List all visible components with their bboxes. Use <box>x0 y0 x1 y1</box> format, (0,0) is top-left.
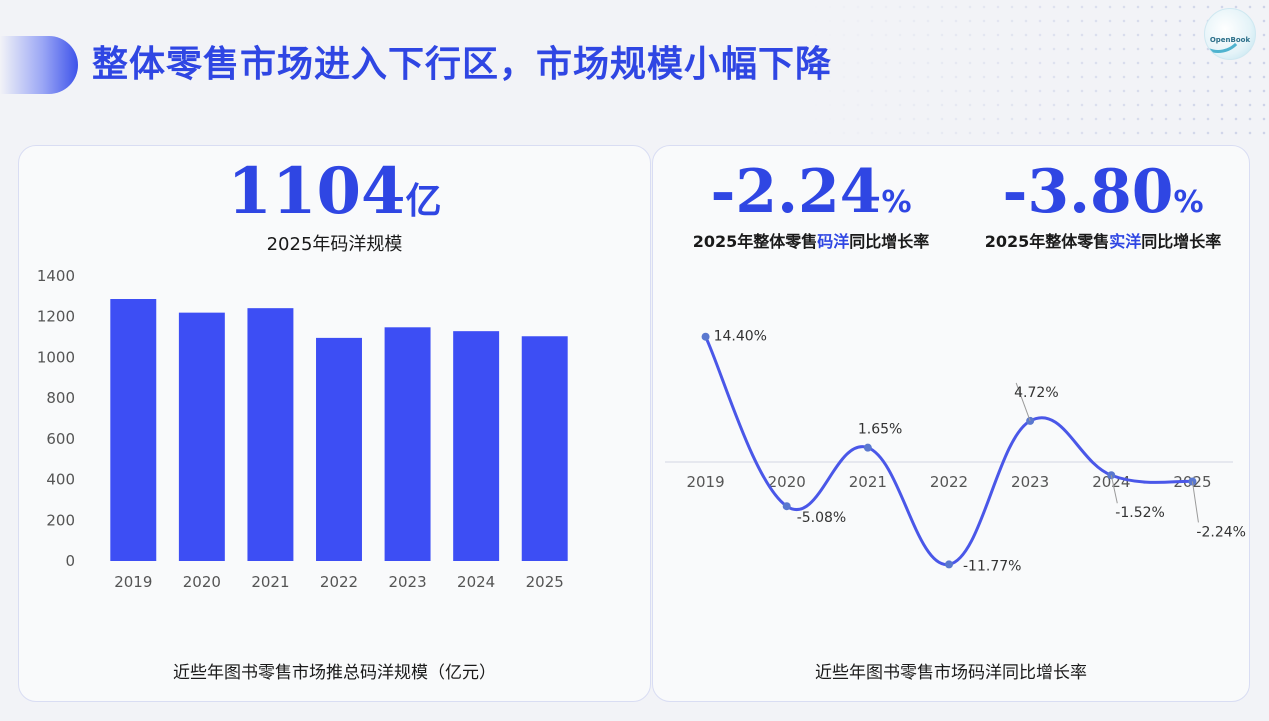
x-tick-label: 2021 <box>251 573 289 591</box>
x-tick-label: 2023 <box>1011 473 1049 491</box>
bar <box>453 331 500 561</box>
kpi-label-highlight: 码洋 <box>817 232 850 251</box>
y-tick-label: 800 <box>46 389 75 407</box>
kpi-value-mayang: -2.24% <box>663 156 959 239</box>
label-leader-line <box>1191 481 1199 523</box>
kpi-label-mayang: 2025年整体零售码洋同比增长率 <box>663 228 959 252</box>
y-tick-label: 1400 <box>37 267 75 285</box>
line-chart-caption: 近些年图书零售市场码洋同比增长率 <box>815 663 1087 683</box>
data-point <box>945 560 953 569</box>
kpi-label-pre: 2025年整体零售 <box>984 232 1110 251</box>
kpi-label-post: 同比增长率 <box>1141 232 1222 251</box>
y-tick-label: 1000 <box>37 348 75 366</box>
label-leader-line <box>1110 475 1118 504</box>
kpi-value: -3.80 <box>1002 157 1174 227</box>
bar <box>110 299 157 561</box>
logo-text: OpenBook <box>1209 36 1251 44</box>
kpi-value-shiyang: -3.80% <box>955 156 1251 239</box>
x-tick-label: 2022 <box>930 473 968 491</box>
label-leader-line <box>1015 382 1031 422</box>
kpi-value: -2.24 <box>710 157 882 227</box>
page-title: 整体零售市场进入下行区，市场规模小幅下降 <box>92 44 833 85</box>
title-accent-bar <box>0 36 78 94</box>
data-label: -11.77% <box>963 558 1021 574</box>
market-size-bar-chart: 0 200 400 600 800 1000 1200 1400 2019 2020 2021 202… <box>37 267 568 591</box>
x-tick-label: 2020 <box>183 573 221 591</box>
data-point <box>701 332 710 341</box>
data-label: 1.65% <box>858 422 902 438</box>
data-label: -2.24% <box>1196 524 1246 540</box>
x-tick-label: 2024 <box>457 573 495 591</box>
total-market-label: 2025年码洋规模 <box>266 234 403 255</box>
growth-rate-card: -2.24% 2025年整体零售码洋同比增长率 -3.80% 2025年整体零售… <box>652 145 1250 702</box>
y-tick-label: 200 <box>46 511 75 529</box>
big-value: 1104 <box>227 154 406 229</box>
data-label: 14.40% <box>714 329 767 345</box>
decorative-dot-pattern <box>809 0 1269 140</box>
bar <box>247 308 294 561</box>
y-tick-label: 1200 <box>37 308 75 326</box>
bar <box>521 336 568 561</box>
x-tick-label: 2021 <box>849 473 887 491</box>
big-unit: 亿 <box>405 181 442 222</box>
market-size-card: 1104亿 2025年码洋规模 0 200 400 600 800 1000 1200 140… <box>18 145 651 702</box>
kpi-label-shiyang: 2025年整体零售实洋同比增长率 <box>955 228 1251 252</box>
bar <box>316 337 362 561</box>
x-tick-label: 2022 <box>320 573 358 591</box>
openbook-logo-icon: OpenBook <box>1204 8 1256 60</box>
x-tick-label: 2019 <box>686 473 724 491</box>
x-tick-label: 2020 <box>768 473 806 491</box>
bar-chart-caption: 近些年图书零售市场推总码洋规模（亿元） <box>173 663 496 683</box>
kpi-label-pre: 2025年整体零售 <box>692 232 818 251</box>
data-point <box>863 443 872 452</box>
bar <box>384 327 431 561</box>
data-label: 4.72% <box>1014 385 1058 401</box>
kpi-unit: % <box>1173 185 1204 220</box>
total-market-value: 1104亿 <box>19 156 650 238</box>
y-tick-label: 400 <box>46 471 75 489</box>
y-tick-label: 0 <box>65 552 75 570</box>
kpi-label-highlight: 实洋 <box>1109 232 1142 251</box>
x-tick-label: 2023 <box>388 573 426 591</box>
x-tick-label: 2019 <box>114 573 152 591</box>
kpi-unit: % <box>881 185 912 220</box>
bar <box>178 312 225 561</box>
growth-rate-line-chart: 201920202021202220232024202514.40%-5.08%… <box>665 329 1246 574</box>
data-label: -5.08% <box>797 510 847 526</box>
data-point <box>1107 471 1116 480</box>
y-tick-label: 600 <box>46 430 75 448</box>
x-tick-label: 2025 <box>526 573 564 591</box>
growth-rate-series-line <box>704 336 1193 566</box>
data-point <box>782 502 791 511</box>
data-label: -1.52% <box>1115 505 1165 521</box>
kpi-label-post: 同比增长率 <box>849 232 930 251</box>
